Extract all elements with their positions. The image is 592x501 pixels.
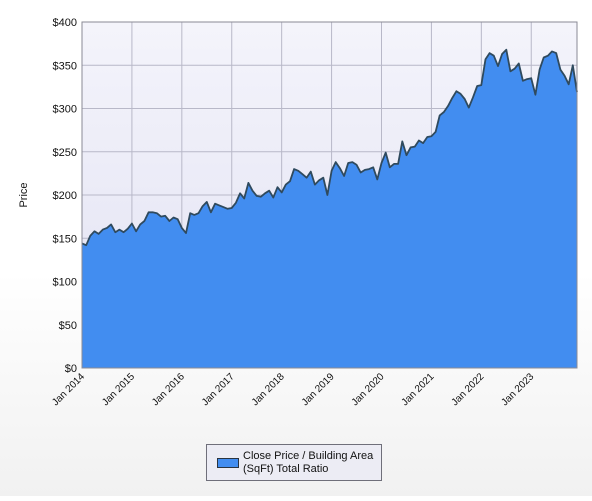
y-tick-label: $150	[53, 233, 77, 245]
x-tick-label: Jan 2021	[400, 371, 437, 408]
y-tick-label: $100	[53, 277, 77, 289]
legend-swatch	[217, 458, 239, 468]
area-series-line	[81, 48, 578, 247]
x-tick-label: Jan 2020	[350, 371, 387, 408]
y-tick-label: $350	[53, 60, 77, 72]
x-tick-label: Jan 2018	[250, 371, 287, 408]
x-tick-label: Jan 2016	[150, 371, 187, 408]
legend: Close Price / Building Area (SqFt) Total…	[206, 444, 382, 481]
y-tick-label: $300	[53, 104, 77, 116]
y-tick-label: $200	[53, 190, 77, 202]
x-tick-label: Jan 2023	[499, 371, 536, 408]
y-tick-label: $250	[53, 147, 77, 159]
y-axis-label: Price	[18, 182, 30, 207]
x-tick-label: Jan 2017	[200, 371, 237, 408]
y-tick-label: $50	[59, 320, 77, 332]
x-tick-label: Jan 2015	[100, 371, 137, 408]
x-tick-label: Jan 2022	[450, 371, 487, 408]
y-tick-label: $400	[53, 17, 77, 29]
legend-label: Close Price / Building Area (SqFt) Total…	[243, 450, 374, 475]
plot-border	[81, 21, 578, 369]
x-tick-label: Jan 2014	[50, 371, 87, 408]
area-series-fill	[82, 49, 577, 368]
x-axis: Jan 2014 Jan 2015 Jan 2016 Jan 2017 Jan 2018…	[50, 371, 536, 408]
y-axis: $0 $50 $100 $150 $200 $250 $300 $350 $400	[53, 17, 77, 375]
y-tick-label: $0	[65, 363, 77, 375]
x-tick-label: Jan 2019	[300, 371, 337, 408]
